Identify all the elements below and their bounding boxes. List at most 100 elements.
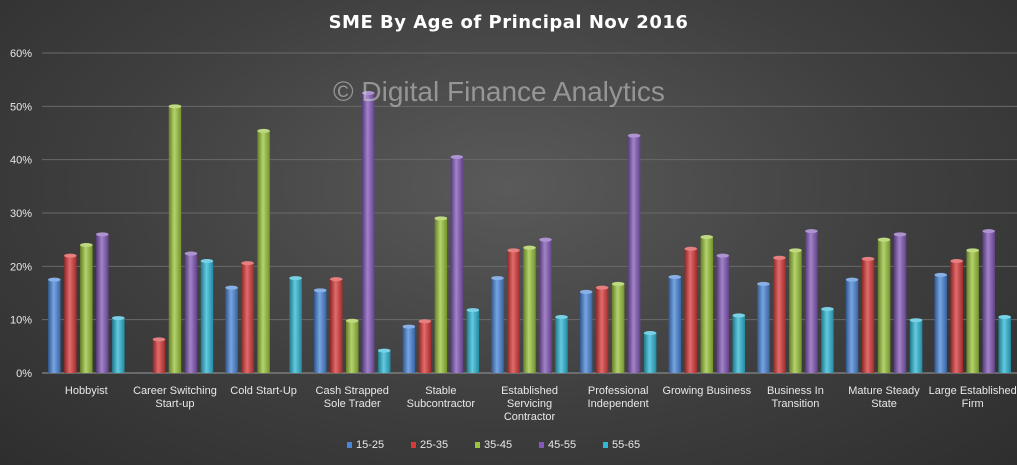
- bar: [934, 274, 947, 373]
- bar-top: [950, 259, 963, 263]
- bar-top: [700, 235, 714, 239]
- x-tick-label-line: Transition: [771, 398, 819, 410]
- bar-top: [982, 229, 995, 234]
- bar: [668, 277, 682, 373]
- bar-top: [329, 277, 343, 282]
- bar: [434, 218, 448, 373]
- bar: [289, 278, 302, 373]
- legend-label: 45-55: [548, 439, 576, 451]
- x-tick-label-line: Business In: [767, 385, 824, 397]
- bar-top: [998, 315, 1011, 319]
- bar-top: [200, 259, 214, 263]
- bar-top: [805, 229, 818, 234]
- bar-top: [257, 128, 270, 133]
- bar: [716, 255, 730, 373]
- x-tick-label: Growing Business: [662, 385, 751, 397]
- bar: [861, 258, 875, 373]
- bar: [555, 317, 568, 373]
- bar-top: [861, 256, 875, 261]
- bar: [611, 283, 625, 373]
- bar-top: [821, 307, 834, 311]
- bar: [361, 93, 375, 373]
- bar: [241, 263, 254, 373]
- bar: [684, 248, 698, 373]
- bar: [998, 317, 1011, 373]
- bar: [200, 261, 214, 373]
- x-tick-label-line: Large Established: [929, 385, 1017, 397]
- bar-top: [80, 243, 93, 247]
- bar-top: [579, 289, 593, 294]
- bar-top: [377, 348, 391, 353]
- bar-top: [555, 315, 568, 319]
- bar: [313, 290, 327, 373]
- x-tick-label-line: Growing Business: [662, 385, 751, 397]
- bar: [80, 245, 93, 373]
- bar: [909, 320, 923, 373]
- bar: [257, 130, 270, 373]
- bar: [757, 283, 770, 373]
- y-tick-label: 40%: [10, 155, 32, 167]
- bar: [821, 309, 834, 373]
- bar: [96, 234, 109, 373]
- x-tick-label: Large Established Firm: [929, 385, 1017, 410]
- bar-top: [523, 245, 536, 250]
- y-tick-label: 30%: [10, 208, 32, 220]
- bar: [48, 279, 61, 373]
- watermark-text: © Digital Finance Analytics: [333, 76, 665, 107]
- legend-swatch: [411, 442, 416, 448]
- legend-swatch: [475, 442, 480, 448]
- bar-top: [773, 255, 786, 260]
- bar-top: [466, 308, 480, 313]
- bar: [643, 333, 657, 373]
- bar: [950, 261, 963, 373]
- bar: [627, 135, 641, 373]
- bar: [877, 239, 891, 373]
- x-tick-label: Established Servicing Contractor: [501, 385, 558, 423]
- x-tick-label: Mature Steady State: [848, 385, 920, 410]
- bar: [112, 318, 125, 373]
- bar: [732, 315, 746, 373]
- x-tick-label: Professional Independent: [588, 385, 649, 410]
- bar: [507, 250, 520, 373]
- bar-top: [627, 133, 641, 138]
- bar-top: [732, 313, 746, 318]
- bar: [225, 287, 238, 373]
- bar: [152, 339, 166, 373]
- bar-top: [595, 285, 609, 290]
- x-tick-label-line: Sole Trader: [324, 398, 381, 410]
- bar: [579, 291, 593, 373]
- x-tick-label: Career Switching Start-up: [133, 385, 217, 410]
- bar-top: [168, 104, 182, 109]
- bar: [982, 231, 995, 373]
- bar: [329, 279, 343, 373]
- bar-top: [668, 275, 682, 279]
- chart-title: SME By Age of Principal Nov 2016: [328, 12, 689, 33]
- bar-top: [402, 324, 416, 329]
- bar-top: [48, 277, 61, 282]
- bar: [595, 287, 609, 373]
- bar: [539, 239, 552, 373]
- bar-top: [877, 237, 891, 242]
- bar: [418, 321, 432, 373]
- bar-top: [893, 232, 907, 237]
- bar-top: [491, 276, 504, 281]
- bar: [805, 231, 818, 373]
- bar-top: [64, 253, 77, 258]
- x-tick-label-line: Mature Steady: [848, 385, 920, 397]
- bar-top: [757, 281, 770, 286]
- bar: [966, 250, 979, 373]
- x-tick-label: Hobbyist: [65, 385, 108, 397]
- legend-label: 35-45: [484, 439, 512, 451]
- bar: [64, 255, 77, 373]
- bar-top: [418, 319, 432, 324]
- x-tick-label-line: Start-up: [155, 398, 194, 410]
- y-tick-label: 50%: [10, 101, 32, 113]
- bar: [377, 350, 391, 373]
- x-tick-label-line: Hobbyist: [65, 385, 108, 397]
- bar-top: [450, 155, 464, 159]
- bar: [893, 234, 907, 373]
- bar-top: [909, 318, 923, 323]
- x-tick-label-line: Established: [501, 385, 558, 397]
- bar: [466, 310, 480, 373]
- bar-top: [789, 248, 802, 253]
